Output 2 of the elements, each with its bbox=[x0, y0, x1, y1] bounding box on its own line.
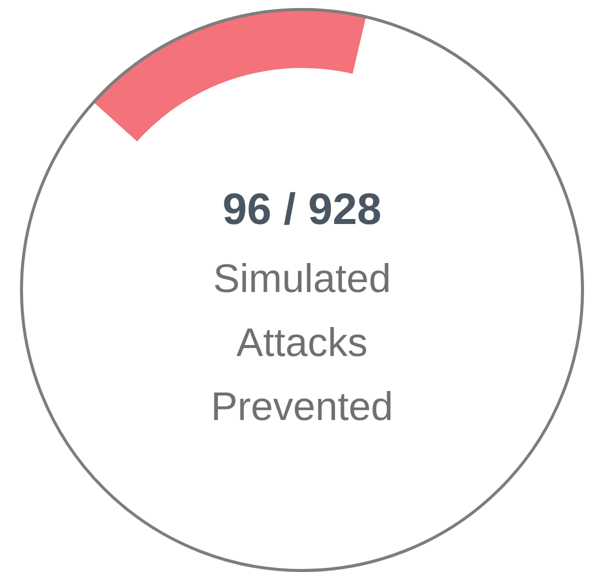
text: Simulated Attacks Prevented bbox=[210, 257, 394, 429]
text: 96 / 928 bbox=[222, 185, 382, 234]
